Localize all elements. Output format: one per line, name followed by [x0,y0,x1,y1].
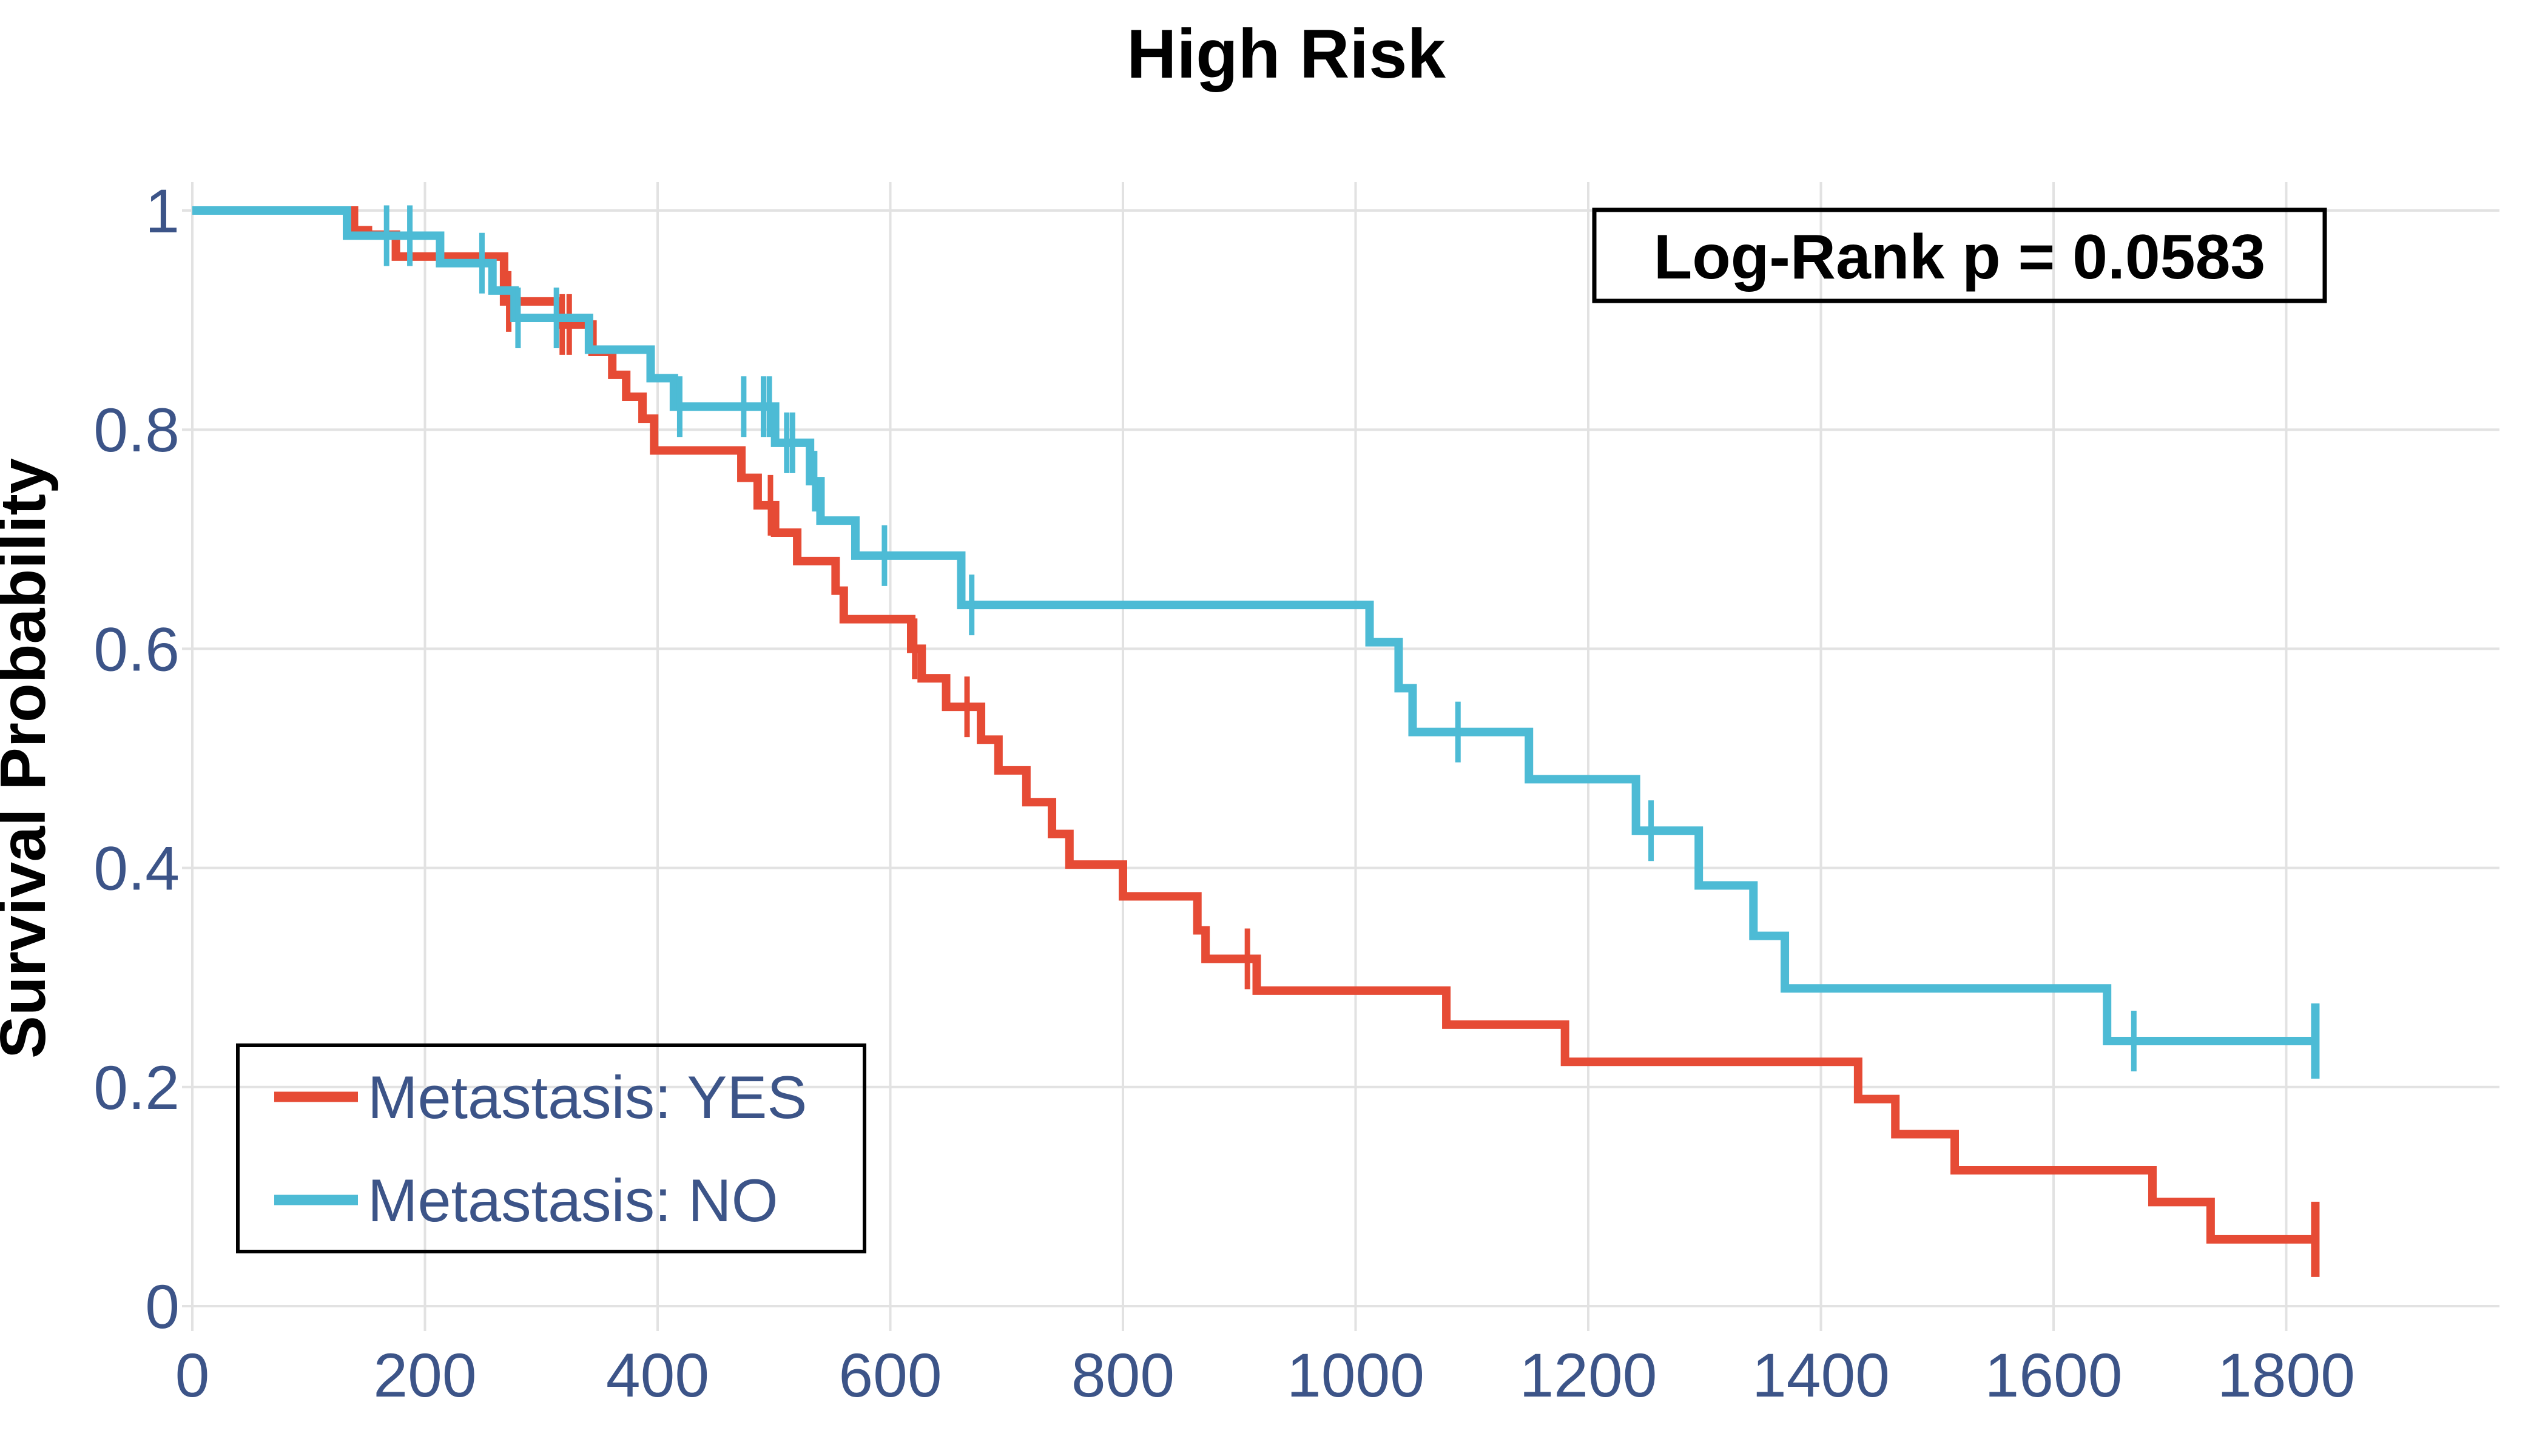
pvalue-annotation: Log-Rank p = 0.0583 [1592,207,2327,303]
x-tick-label: 1200 [1520,1341,1657,1410]
x-axis-tick-labels: 0 200 400 600 800 1000 1200 1400 1600 1800 [175,1341,2355,1410]
y-tick-label: 0 [145,1272,180,1341]
x-tick-label: 1600 [1985,1341,2123,1410]
x-tick-label: 600 [838,1341,942,1410]
y-axis-title: Survival Probability [0,458,59,1059]
survival-curve-metastasis-no [192,206,2316,1045]
y-axis-tick-labels: 0 0.2 0.4 0.6 0.8 1 [93,177,180,1341]
legend-box [236,1043,866,1253]
legend: Metastasis: YES Metastasis: NO [236,1043,866,1253]
chart-title: High Risk [1127,16,1446,93]
x-tick-label: 800 [1071,1341,1175,1410]
legend-label-metastasis-yes: Metastasis: YES [368,1063,807,1131]
x-tick-label: 1000 [1287,1341,1424,1410]
x-tick-label: 1800 [2217,1341,2355,1410]
x-tick-label: 400 [606,1341,709,1410]
x-tick-label: 1400 [1752,1341,1890,1410]
pvalue-box [1592,207,2327,303]
x-tick-label: 200 [373,1341,476,1410]
y-tick-label: 1 [145,177,180,246]
y-tick-label: 0.6 [93,615,180,684]
y-gridlines [182,209,2499,1307]
y-tick-label: 0.4 [93,834,180,903]
pvalue-text: Log-Rank p = 0.0583 [1654,222,2266,292]
survival-curves [192,205,2320,1277]
y-tick-label: 0.8 [93,396,180,465]
x-tick-label: 0 [175,1341,210,1410]
y-tick-label: 0.2 [93,1053,180,1122]
x-gridlines [191,182,2288,1331]
legend-label-metastasis-no: Metastasis: NO [368,1167,778,1234]
